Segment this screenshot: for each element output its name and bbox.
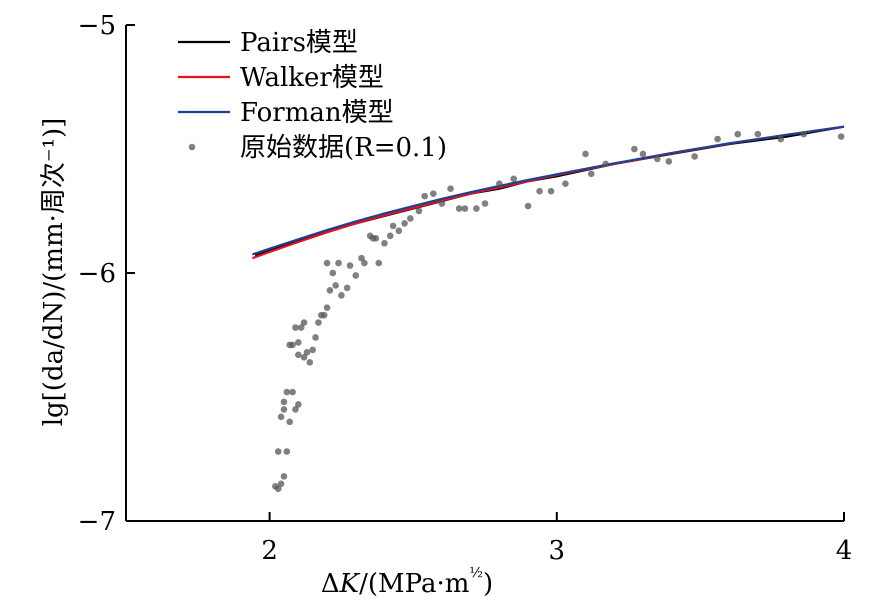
data-point <box>837 133 845 140</box>
data-point <box>389 222 397 230</box>
data-point <box>407 215 414 222</box>
data-point <box>582 150 589 158</box>
data-point <box>372 234 380 242</box>
data-point <box>338 292 345 299</box>
data-point <box>631 145 638 153</box>
data-point <box>292 324 299 331</box>
data-point <box>329 269 337 277</box>
legend-label-2: Forman模型 <box>240 98 394 128</box>
data-point <box>381 239 388 247</box>
data-point <box>496 180 503 188</box>
legend-label-0: Pairs模型 <box>240 28 358 58</box>
data-point <box>352 272 360 279</box>
x-axis-title: ΔK/(MPa·m½) <box>321 565 493 599</box>
data-point <box>286 418 294 426</box>
data-point <box>295 351 302 359</box>
data-point <box>430 190 437 197</box>
data-point <box>754 130 762 138</box>
data-point <box>277 480 285 488</box>
data-point <box>361 259 368 267</box>
data-point <box>332 282 339 289</box>
data-point <box>289 341 296 349</box>
data-point <box>665 158 673 165</box>
x-tick-label: 4 <box>836 536 853 566</box>
data-point <box>283 448 291 455</box>
data-point <box>438 200 446 207</box>
data-point <box>277 413 285 421</box>
axes-group: 2 3 4 −7 −6 −5 <box>78 11 853 566</box>
data-point <box>309 346 316 354</box>
data-point <box>639 150 647 158</box>
series-line-2 <box>252 125 845 256</box>
data-point <box>315 319 322 326</box>
data-point <box>297 324 305 331</box>
data-point <box>312 334 319 341</box>
data-point <box>734 130 742 138</box>
data-point <box>343 284 351 292</box>
data-point <box>714 135 721 143</box>
data-point <box>280 473 288 480</box>
axis-labels: ΔK/(MPa·m½) lg[(da/dN)/(mm·周次⁻¹)] <box>39 118 493 599</box>
data-point <box>421 192 428 200</box>
data-point <box>524 202 532 210</box>
legend-label-1: Walker模型 <box>240 63 384 93</box>
legend-swatch-3 <box>188 143 196 151</box>
data-point <box>358 254 365 262</box>
data-point <box>375 259 383 267</box>
data-point <box>323 304 331 312</box>
data-point <box>395 227 403 235</box>
data-point <box>274 485 282 493</box>
data-point <box>323 259 331 267</box>
data-point <box>547 187 555 195</box>
data-point <box>386 232 394 240</box>
legend-label-3: 原始数据(R=0.1) <box>240 133 447 163</box>
x-tick-label: 3 <box>549 536 566 566</box>
data-point <box>300 354 308 361</box>
data-point <box>295 401 302 408</box>
data-point <box>274 448 282 455</box>
data-point <box>280 406 288 413</box>
data-point <box>481 200 489 207</box>
data-point <box>335 259 342 267</box>
data-point <box>300 319 308 326</box>
data-point <box>295 339 302 346</box>
data-point <box>280 398 288 406</box>
data-point <box>510 175 518 183</box>
data-point <box>292 406 299 413</box>
y-tick-label: −5 <box>78 11 116 41</box>
data-point <box>289 388 296 396</box>
y-tick-label: −6 <box>78 259 116 289</box>
data-point <box>447 185 454 192</box>
y-axis-title: lg[(da/dN)/(mm·周次⁻¹)] <box>39 118 69 427</box>
data-point <box>401 220 408 227</box>
data-point <box>536 187 543 195</box>
data-point <box>562 180 569 188</box>
data-point <box>691 153 698 160</box>
x-tick-label: 2 <box>261 536 278 566</box>
data-point <box>415 207 423 215</box>
data-point <box>461 205 469 212</box>
data-point <box>320 311 328 319</box>
y-tick-label: −7 <box>78 507 116 537</box>
data-point <box>455 205 463 212</box>
data-point <box>654 155 661 163</box>
series-group <box>251 125 845 493</box>
data-point <box>326 287 334 294</box>
data-point <box>800 130 808 138</box>
data-point <box>473 205 480 212</box>
data-point <box>587 170 595 178</box>
data-point <box>306 358 314 366</box>
data-point <box>303 349 311 356</box>
data-point <box>777 135 785 143</box>
data-point <box>602 160 609 168</box>
data-point <box>283 388 291 396</box>
data-point <box>346 262 354 269</box>
